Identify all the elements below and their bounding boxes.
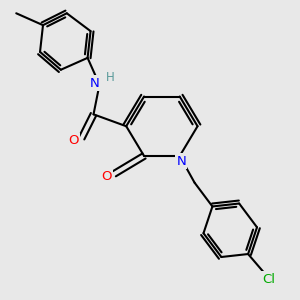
Text: O: O: [102, 170, 112, 183]
Text: H: H: [106, 71, 114, 84]
Text: N: N: [176, 155, 186, 168]
Text: Cl: Cl: [262, 273, 275, 286]
Text: N: N: [90, 76, 100, 90]
Text: O: O: [68, 134, 79, 147]
